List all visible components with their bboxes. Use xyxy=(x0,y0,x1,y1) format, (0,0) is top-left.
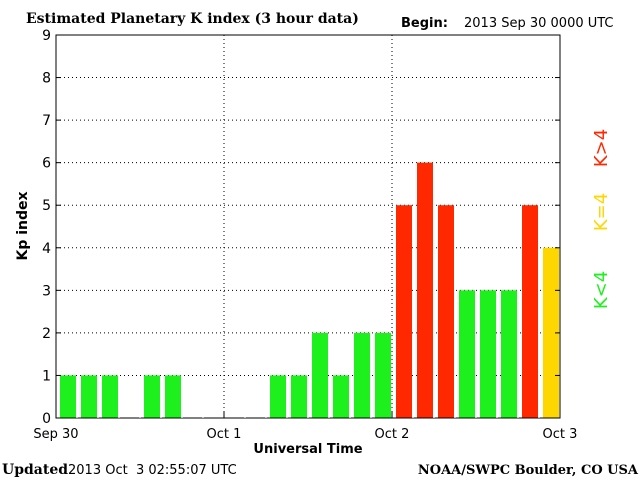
kp-bar xyxy=(480,290,496,418)
grid-lines xyxy=(56,35,560,418)
updated-label: Updated xyxy=(2,462,68,478)
y-tick-label: 7 xyxy=(42,113,51,129)
source-credit: NOAA/SWPC Boulder, CO USA xyxy=(418,463,639,478)
kp-bar xyxy=(60,375,76,418)
x-tick-label: Sep 30 xyxy=(33,427,78,442)
bar-series xyxy=(60,162,559,418)
y-tick-label: 1 xyxy=(42,368,51,384)
kp-bar xyxy=(270,375,286,418)
y-tick-label: 5 xyxy=(42,198,51,214)
kp-bar xyxy=(501,290,517,418)
y-tick-label: 4 xyxy=(42,241,51,257)
y-axis-ticks: 0 1 2 3 4 5 6 7 8 9 xyxy=(42,28,560,427)
legend-k-above-4: K>4 xyxy=(591,129,612,167)
kp-bar xyxy=(354,332,370,418)
x-tick-label: Oct 2 xyxy=(375,427,410,442)
legend-k-below-4: K<4 xyxy=(591,271,612,309)
kp-bar xyxy=(333,375,349,418)
kp-bar xyxy=(522,205,538,418)
y-tick-label: 8 xyxy=(42,71,51,87)
y-tick-label: 0 xyxy=(42,411,51,427)
kp-bar xyxy=(396,205,412,418)
kp-bar xyxy=(165,375,181,418)
kp-bar xyxy=(375,332,391,418)
kp-bar xyxy=(417,162,433,418)
x-axis-label: Universal Time xyxy=(253,442,362,457)
legend-k-equal-4: K=4 xyxy=(591,193,612,231)
kp-bar xyxy=(459,290,475,418)
y-tick-label: 2 xyxy=(42,326,51,342)
updated-value: 2013 Oct 3 02:55:07 UTC xyxy=(68,463,237,478)
y-axis-label: Kp index xyxy=(15,191,31,260)
y-tick-label: 6 xyxy=(42,156,51,172)
y-tick-label: 9 xyxy=(42,28,51,44)
kp-bar xyxy=(102,375,118,418)
x-tick-label: Oct 3 xyxy=(543,427,578,442)
x-axis-ticks: Sep 30 Oct 1 Oct 2 Oct 3 xyxy=(33,411,577,442)
kp-bar xyxy=(291,375,307,418)
begin-value: 2013 Sep 30 0000 UTC xyxy=(464,16,614,31)
kp-bar xyxy=(81,375,97,418)
x-tick-label: Oct 1 xyxy=(207,427,242,442)
kp-bar xyxy=(144,375,160,418)
kp-bar xyxy=(312,332,328,418)
y-tick-label: 3 xyxy=(42,283,51,299)
kp-bar xyxy=(438,205,454,418)
chart-title: Estimated Planetary K index (3 hour data… xyxy=(26,11,359,27)
begin-label: Begin: xyxy=(401,16,448,31)
